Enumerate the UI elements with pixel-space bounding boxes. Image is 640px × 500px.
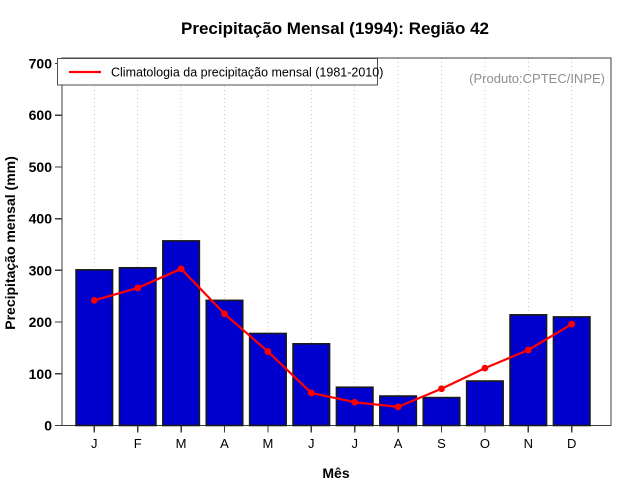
climatology-point bbox=[568, 320, 576, 328]
bar-month-4 bbox=[205, 299, 244, 427]
x-tick-label: M bbox=[176, 436, 187, 451]
climatology-point bbox=[221, 310, 228, 318]
x-tick-label: J bbox=[351, 436, 358, 451]
annotation-produto: (Produto:CPTEC/INPE) bbox=[469, 71, 605, 86]
bar-month-2 bbox=[118, 266, 157, 427]
climatology-point bbox=[307, 389, 315, 397]
x-tick-label: A bbox=[220, 436, 229, 451]
bar-month-10 bbox=[465, 380, 504, 427]
x-axis-title: Mês bbox=[322, 465, 349, 481]
climatology-point bbox=[394, 403, 402, 411]
climatology-point bbox=[481, 364, 489, 372]
x-tick-label: D bbox=[567, 436, 576, 451]
y-tick-label: 600 bbox=[29, 107, 53, 123]
climatology-point bbox=[264, 348, 272, 355]
y-tick-label: 400 bbox=[29, 211, 53, 227]
y-axis-group: 0 100 200 300 400 500 600 700 bbox=[29, 56, 62, 434]
x-tick-label: J bbox=[91, 436, 98, 451]
legend-box bbox=[56, 57, 379, 86]
legend: Climatologia da precipitação mensal (198… bbox=[56, 57, 383, 86]
x-tick-label: S bbox=[437, 436, 446, 451]
chart-title: Precipitação Mensal (1994): Região 42 bbox=[181, 19, 489, 38]
x-tick-label: A bbox=[394, 436, 403, 451]
climatology-point bbox=[524, 346, 532, 354]
bar-month-3 bbox=[162, 240, 201, 427]
bar-month-7 bbox=[335, 386, 374, 427]
y-tick-label: 100 bbox=[29, 366, 53, 382]
climatology-point bbox=[351, 398, 359, 406]
bar-month-11 bbox=[509, 314, 548, 427]
bar-month-6 bbox=[292, 342, 331, 427]
y-tick-label: 300 bbox=[29, 262, 53, 278]
legend-label: Climatologia da precipitação mensal (198… bbox=[111, 66, 383, 80]
y-axis-title: Precipitação mensal (mm) bbox=[2, 156, 18, 330]
bar-month-5 bbox=[248, 332, 287, 427]
bar-month-12 bbox=[552, 316, 591, 427]
climatology-point bbox=[134, 284, 142, 292]
y-tick-label: 500 bbox=[29, 159, 53, 175]
bar-month-1 bbox=[75, 269, 114, 427]
x-tick-label: O bbox=[480, 436, 490, 451]
climatology-line-group bbox=[90, 265, 576, 411]
y-tick-label: 200 bbox=[29, 314, 53, 330]
x-tick-label: M bbox=[262, 436, 273, 451]
y-tick-label: 700 bbox=[29, 56, 53, 72]
x-tick-label: J bbox=[308, 436, 315, 451]
climatology-line bbox=[93, 267, 573, 408]
x-tick-label: F bbox=[134, 436, 142, 451]
bar-month-9 bbox=[422, 396, 461, 427]
y-tick-label: 0 bbox=[44, 418, 52, 434]
climatology-point bbox=[438, 385, 445, 393]
climatology-point bbox=[177, 265, 185, 273]
x-tick-label: N bbox=[524, 436, 533, 451]
climatology-point bbox=[90, 296, 98, 304]
